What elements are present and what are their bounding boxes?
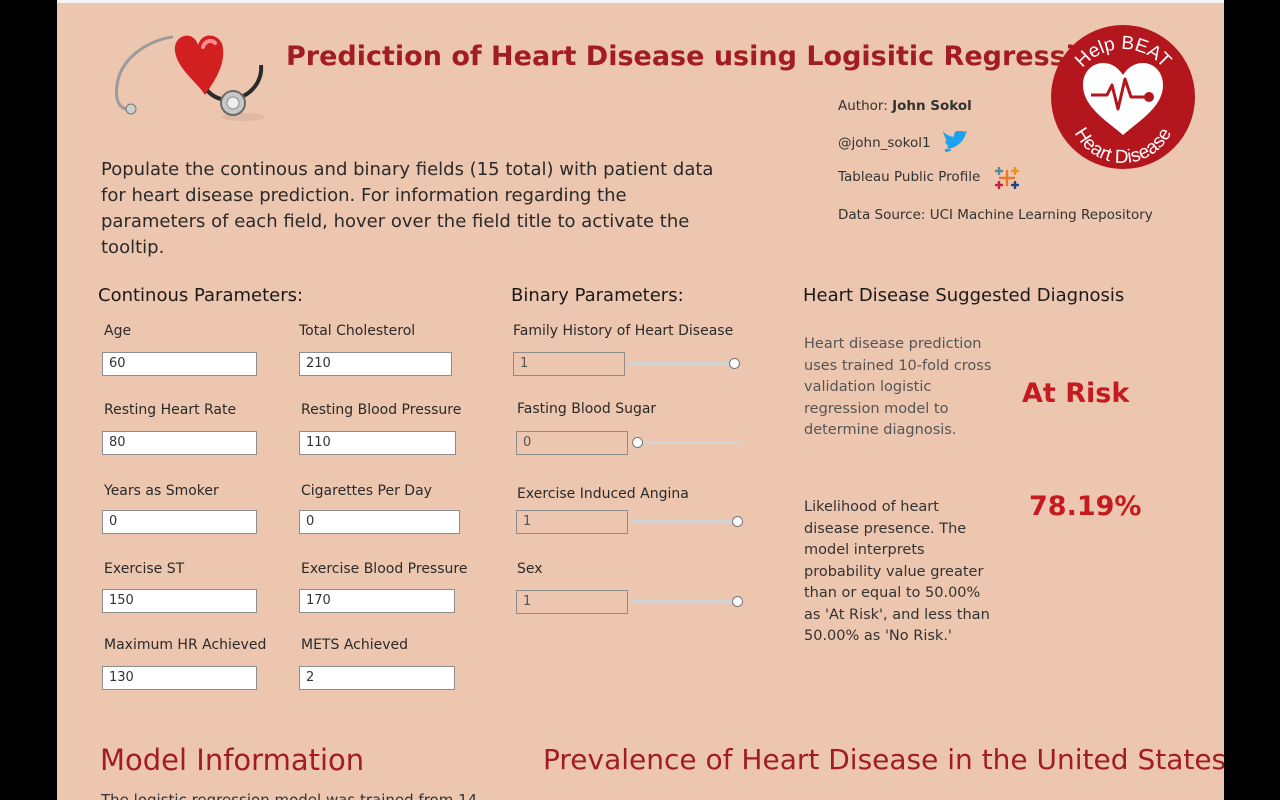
continuous-heading: Continous Parameters: (98, 285, 304, 306)
field-label-exercise-blood-pressure[interactable]: Exercise Blood Pressure (301, 561, 468, 577)
intro-line: tooltip. (101, 237, 165, 258)
field-label-family-history[interactable]: Family History of Heart Disease (513, 323, 734, 339)
family-history-value[interactable]: 1 (513, 352, 625, 376)
sex-value[interactable]: 1 (516, 590, 628, 614)
slider-handle[interactable] (732, 516, 743, 527)
model-information-title: Model Information (100, 743, 365, 777)
resting-heart-rate-input[interactable]: 80 (102, 431, 257, 455)
likelihood-line: 50.00% as 'No Risk.' (804, 628, 952, 644)
total-cholesterol-input[interactable]: 210 (299, 352, 452, 376)
slider-track[interactable] (629, 362, 735, 365)
intro-line: for heart disease prediction. For inform… (101, 185, 627, 206)
model-information-text: The logistic regression model was traine… (101, 791, 478, 800)
intro-line: parameters of each field, hover over the… (101, 211, 690, 232)
family-history-slider[interactable]: 1 (513, 352, 747, 376)
probability-value: 78.19% (1029, 491, 1142, 522)
description-line: regression model to (804, 400, 949, 417)
field-label-exercise-induced-angina[interactable]: Exercise Induced Angina (517, 486, 689, 502)
description-line: uses trained 10-fold cross (804, 357, 992, 374)
field-label-age[interactable]: Age (104, 323, 132, 339)
sex-slider[interactable]: 1 (516, 590, 750, 614)
field-label-sex[interactable]: Sex (517, 561, 543, 577)
data-source: Data Source: UCI Machine Learning Reposi… (838, 207, 1153, 223)
field-label-resting-blood-pressure[interactable]: Resting Blood Pressure (301, 402, 462, 418)
page-title: Prediction of Heart Disease using Logisi… (286, 41, 1113, 72)
cigarettes-per-day-input[interactable]: 0 (299, 510, 460, 534)
slider-track[interactable] (632, 441, 742, 444)
author-line: Author: John Sokol (838, 98, 972, 114)
intro-paragraph: Populate the continous and binary fields… (101, 157, 751, 261)
slider-handle[interactable] (632, 437, 643, 448)
description-line: determine diagnosis. (804, 422, 957, 438)
fasting-blood-sugar-slider[interactable]: 0 (516, 431, 750, 455)
twitter-handle[interactable]: @john_sokol1 (838, 135, 931, 151)
fasting-blood-sugar-value[interactable]: 0 (516, 431, 628, 455)
twitter-icon[interactable] (942, 130, 969, 153)
maximum-hr-achieved-input[interactable]: 130 (102, 666, 257, 690)
help-beat-badge: Help BEAT Heart Disease (1049, 23, 1197, 171)
diagnosis-result: At Risk (1022, 378, 1130, 409)
intro-line: Populate the continous and binary fields… (101, 159, 714, 180)
author-name: John Sokol (892, 98, 972, 114)
field-label-years-as-smoker[interactable]: Years as Smoker (104, 483, 219, 499)
diagnosis-heading: Heart Disease Suggested Diagnosis (803, 285, 1125, 306)
field-label-maximum-hr-achieved[interactable]: Maximum HR Achieved (104, 637, 267, 653)
resting-blood-pressure-input[interactable]: 110 (299, 431, 456, 455)
slider-track[interactable] (632, 600, 738, 603)
description-line: Heart disease prediction (804, 336, 982, 352)
likelihood-line: probability value greater (804, 563, 984, 580)
field-label-mets-achieved[interactable]: METS Achieved (301, 637, 409, 653)
exercise-blood-pressure-input[interactable]: 170 (299, 589, 455, 613)
slider-handle[interactable] (729, 358, 740, 369)
dashboard: Prediction of Heart Disease using Logisi… (57, 0, 1224, 800)
tableau-profile-link[interactable]: Tableau Public Profile (838, 169, 981, 185)
likelihood-description: Likelihood of heart disease presence. Th… (804, 497, 1014, 648)
description-line: validation logistic (804, 379, 932, 395)
slider-track[interactable] (632, 520, 738, 523)
exercise-induced-angina-slider[interactable]: 1 (516, 510, 750, 534)
field-label-fasting-blood-sugar[interactable]: Fasting Blood Sugar (517, 401, 657, 417)
likelihood-line: disease presence. The (804, 520, 967, 537)
years-as-smoker-input[interactable]: 0 (102, 510, 257, 534)
exercise-st-input[interactable]: 150 (102, 589, 257, 613)
field-label-total-cholesterol[interactable]: Total Cholesterol (299, 323, 416, 339)
likelihood-line: than or equal to 50.00% (804, 585, 981, 601)
field-label-exercise-st[interactable]: Exercise ST (104, 561, 185, 577)
likelihood-line: model interprets (804, 542, 925, 558)
slider-handle[interactable] (732, 596, 743, 607)
author-prefix: Author: (838, 98, 888, 114)
likelihood-line: Likelihood of heart (804, 499, 939, 515)
field-label-resting-heart-rate[interactable]: Resting Heart Rate (104, 402, 237, 418)
exercise-induced-angina-value[interactable]: 1 (516, 510, 628, 534)
tableau-icon[interactable] (993, 164, 1021, 192)
heart-stethoscope-image (103, 25, 273, 125)
diagnosis-description: Heart disease prediction uses trained 10… (804, 334, 1004, 442)
binary-heading: Binary Parameters: (511, 285, 684, 306)
likelihood-line: as 'At Risk', and less than (804, 606, 990, 623)
mets-achieved-input[interactable]: 2 (299, 666, 455, 690)
age-input[interactable]: 60 (102, 352, 257, 376)
field-label-cigarettes-per-day[interactable]: Cigarettes Per Day (301, 483, 432, 499)
prevalence-title: Prevalence of Heart Disease in the Unite… (543, 743, 1224, 776)
